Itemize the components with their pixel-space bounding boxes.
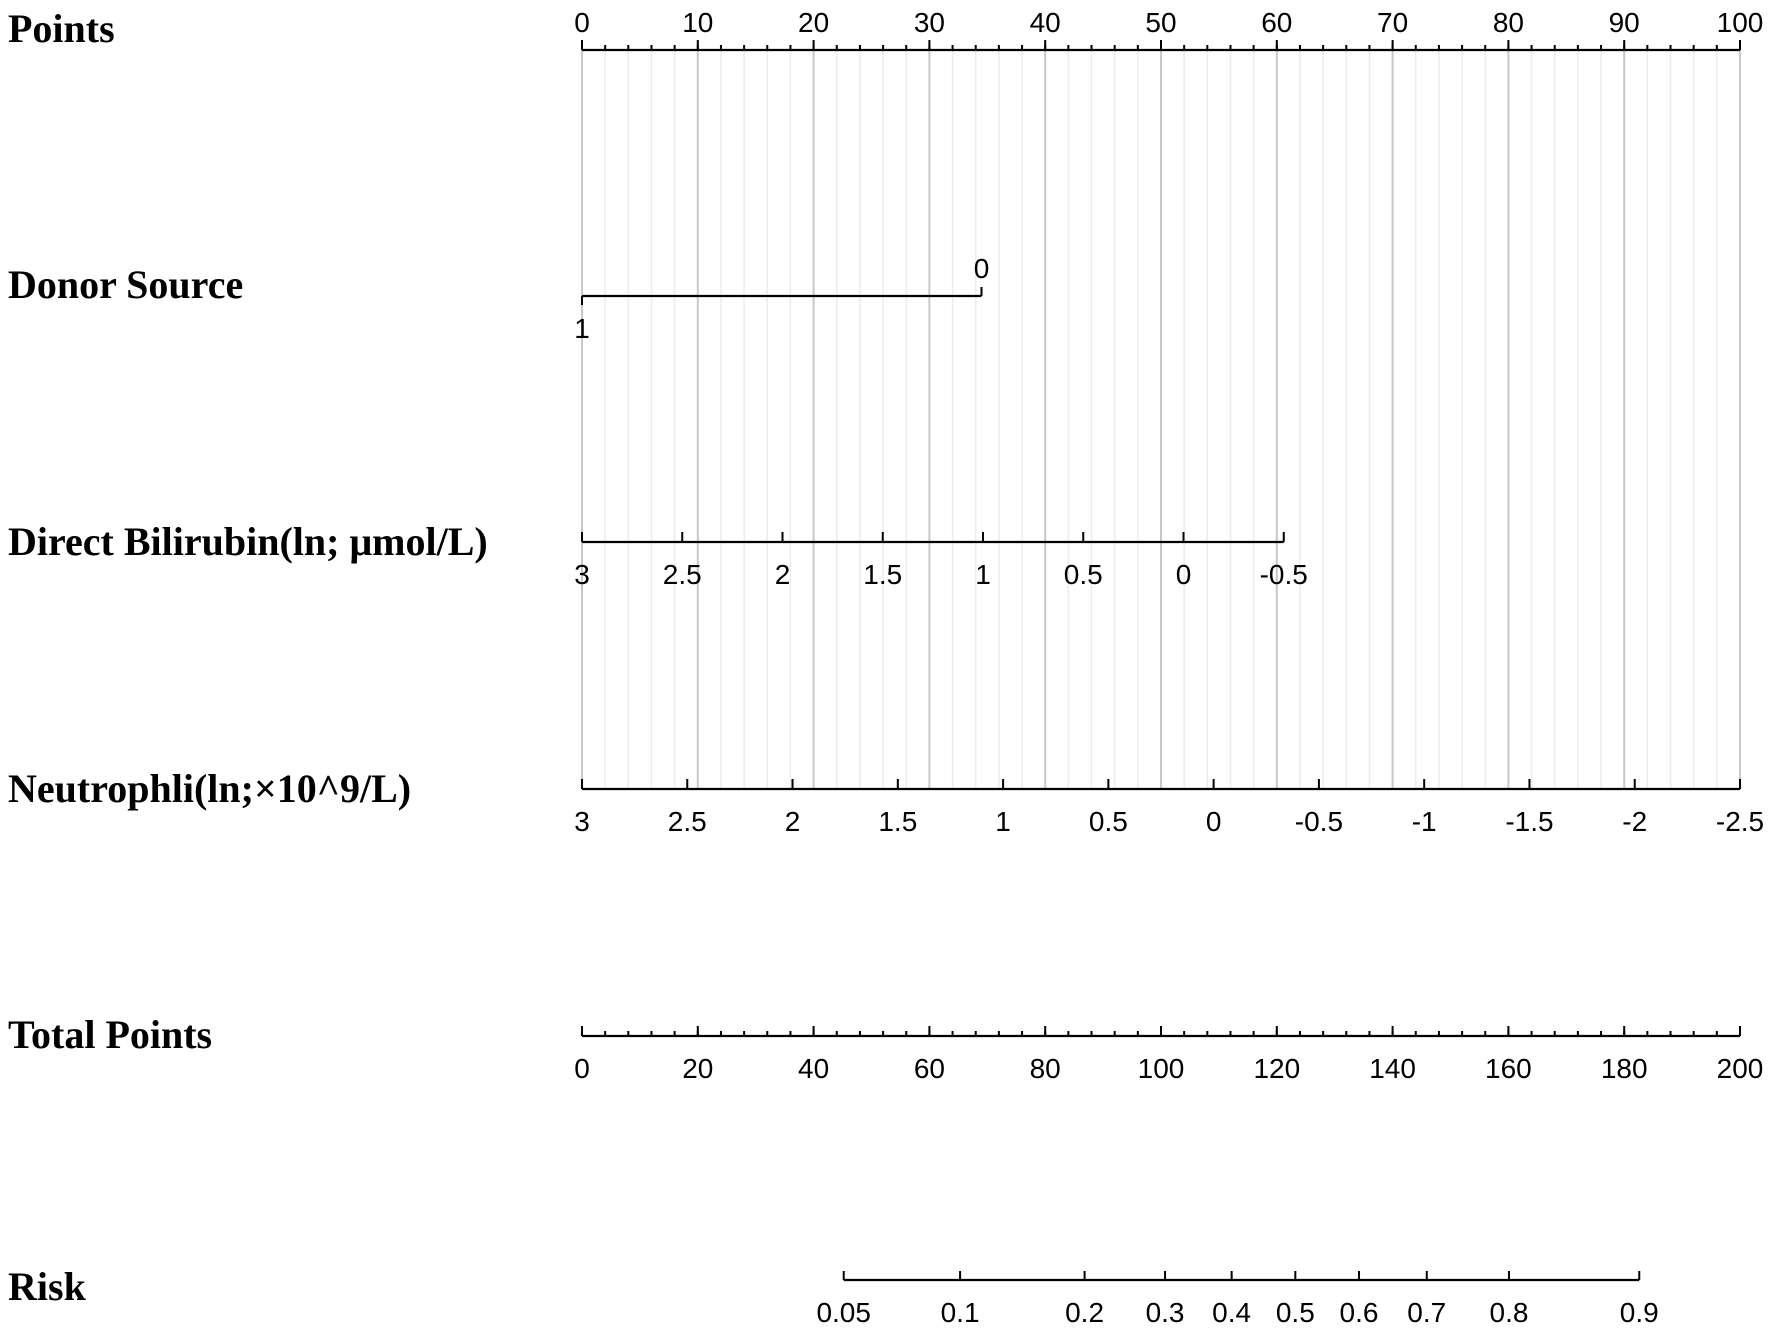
tick-label: 0.1 bbox=[941, 1297, 980, 1328]
tick-label: 1.5 bbox=[878, 806, 917, 837]
tick-label: 140 bbox=[1369, 1053, 1416, 1084]
row-label-risk: Risk bbox=[8, 1264, 87, 1309]
tick-label: 3 bbox=[574, 559, 590, 590]
tick-label: 2 bbox=[785, 806, 801, 837]
tick-label: 0.8 bbox=[1490, 1297, 1529, 1328]
tick-label: 3 bbox=[574, 806, 590, 837]
tick-label: 2 bbox=[775, 559, 791, 590]
tick-label: 1.5 bbox=[863, 559, 902, 590]
tick-label: 10 bbox=[682, 7, 713, 38]
tick-label: 0.9 bbox=[1620, 1297, 1659, 1328]
tick-label: 0.05 bbox=[816, 1297, 871, 1328]
tick-label: 0.3 bbox=[1146, 1297, 1185, 1328]
category-label: 0 bbox=[974, 253, 990, 284]
row-label-points: Points bbox=[8, 6, 115, 51]
tick-label: -2.5 bbox=[1716, 806, 1764, 837]
tick-label: 0.5 bbox=[1276, 1297, 1315, 1328]
tick-label: 1 bbox=[975, 559, 991, 590]
tick-label: -1.5 bbox=[1505, 806, 1553, 837]
tick-label: -0.5 bbox=[1260, 559, 1308, 590]
tick-label: 80 bbox=[1030, 1053, 1061, 1084]
tick-label: 30 bbox=[914, 7, 945, 38]
tick-label: 0.5 bbox=[1064, 559, 1103, 590]
row-direct-bilirubin: Direct Bilirubin(ln; μmol/L) 3 2.5 2 1.5 1 0.5… bbox=[8, 519, 1308, 590]
tick-label: 0.7 bbox=[1407, 1297, 1446, 1328]
row-donor-source: Donor Source 1 0 bbox=[8, 253, 989, 344]
row-label-total-points: Total Points bbox=[8, 1012, 212, 1057]
tick-label: 0 bbox=[574, 7, 590, 38]
tick-label: 1 bbox=[995, 806, 1011, 837]
tick-label: 40 bbox=[798, 1053, 829, 1084]
row-total-points: Total Points 0 20 40 60 80 100 120 140 160 180 200 bbox=[8, 1012, 1763, 1084]
tick-label: 60 bbox=[914, 1053, 945, 1084]
tick-label: 0.2 bbox=[1065, 1297, 1104, 1328]
tick-label: -0.5 bbox=[1295, 806, 1343, 837]
tick-label: 100 bbox=[1717, 7, 1764, 38]
tick-label: 50 bbox=[1145, 7, 1176, 38]
tick-label: 60 bbox=[1261, 7, 1292, 38]
tick-label: 20 bbox=[682, 1053, 713, 1084]
tick-label: 120 bbox=[1253, 1053, 1300, 1084]
tick-label: 180 bbox=[1601, 1053, 1648, 1084]
tick-label: 80 bbox=[1493, 7, 1524, 38]
tick-label: 90 bbox=[1609, 7, 1640, 38]
tick-label: 160 bbox=[1485, 1053, 1532, 1084]
row-risk: Risk 0.05 0.1 0.2 0.3 0.4 0.5 0.6 0.7 0.8 0.9 bbox=[8, 1264, 1659, 1328]
tick-label: 0 bbox=[1176, 559, 1192, 590]
tick-label: 70 bbox=[1377, 7, 1408, 38]
tick-label: 100 bbox=[1138, 1053, 1185, 1084]
tick-label: 0 bbox=[1206, 806, 1222, 837]
tick-label: 2.5 bbox=[663, 559, 702, 590]
tick-label: 200 bbox=[1717, 1053, 1764, 1084]
tick-label: -1 bbox=[1412, 806, 1437, 837]
tick-label: 0.4 bbox=[1212, 1297, 1251, 1328]
tick-label: 0.6 bbox=[1340, 1297, 1379, 1328]
grid-lines bbox=[581, 50, 1741, 789]
tick-label: 0.5 bbox=[1089, 806, 1128, 837]
row-label-direct-bilirubin: Direct Bilirubin(ln; μmol/L) bbox=[8, 519, 488, 564]
tick-label: 2.5 bbox=[668, 806, 707, 837]
tick-label: 20 bbox=[798, 7, 829, 38]
tick-label: 40 bbox=[1030, 7, 1061, 38]
row-label-neutrophil: Neutrophli(ln;×10^9/L) bbox=[8, 766, 411, 811]
tick-label: 0 bbox=[574, 1053, 590, 1084]
row-label-donor-source: Donor Source bbox=[8, 262, 243, 307]
row-points: Points 0 10 20 30 40 50 60 70 80 90 100 bbox=[8, 6, 1764, 52]
row-neutrophil: Neutrophli(ln;×10^9/L) 3 2.5 2 1.5 1 0.5 0 -0.5 -… bbox=[8, 766, 1764, 837]
category-label: 1 bbox=[574, 313, 590, 344]
tick-label: -2 bbox=[1622, 806, 1647, 837]
